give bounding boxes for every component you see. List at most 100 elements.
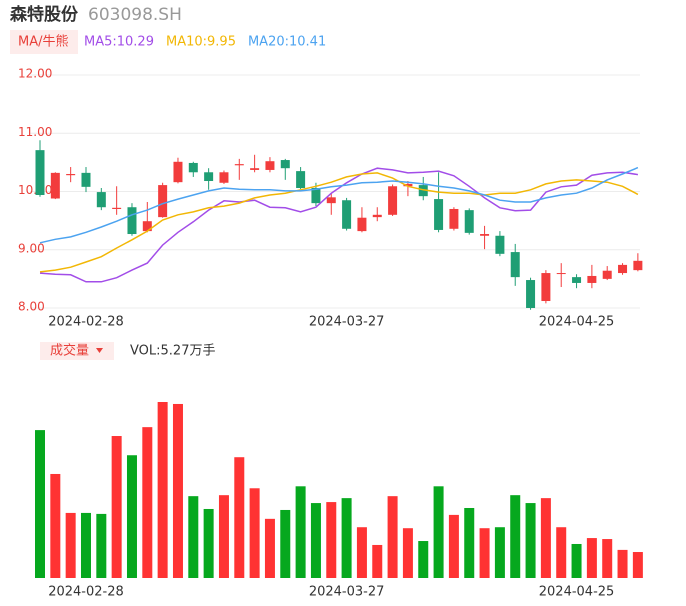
candle-body bbox=[602, 270, 612, 279]
candle-body bbox=[265, 161, 275, 170]
candle-body bbox=[66, 174, 76, 176]
volume-bar bbox=[494, 527, 505, 578]
y-tick-label: 10.00 bbox=[18, 183, 52, 197]
candle-body bbox=[495, 235, 505, 254]
ma-line bbox=[39, 166, 639, 244]
ma-tag-bg bbox=[10, 30, 78, 54]
candle-body bbox=[526, 280, 536, 308]
dropdown-arrow bbox=[96, 348, 103, 353]
volume-bar bbox=[602, 539, 613, 578]
volume-bar bbox=[142, 427, 153, 578]
volume-bar bbox=[356, 527, 367, 578]
volume-bar bbox=[234, 457, 245, 578]
candle-body bbox=[464, 210, 474, 233]
candle-body bbox=[633, 260, 643, 271]
vol-tag[interactable]: 成交量 bbox=[50, 343, 89, 359]
candle-body bbox=[35, 150, 45, 195]
x-tick-label: 2024-04-25 bbox=[539, 315, 615, 330]
volume-bar bbox=[632, 552, 643, 578]
volume-bar bbox=[464, 507, 475, 578]
legend-entry: MA20:10.41 bbox=[248, 35, 326, 50]
candle-body bbox=[112, 207, 122, 209]
candle-body bbox=[50, 172, 60, 199]
candle-body bbox=[342, 200, 352, 229]
candle-body bbox=[572, 277, 582, 283]
volume-bar bbox=[510, 495, 521, 578]
candle-body bbox=[418, 185, 428, 197]
volume-bar bbox=[280, 509, 291, 578]
volume-bar bbox=[126, 455, 137, 578]
y-tick-label: 8.00 bbox=[18, 300, 45, 314]
candle-body bbox=[219, 172, 229, 183]
volume-bar bbox=[172, 403, 183, 578]
candle-body bbox=[127, 207, 137, 235]
stock-code: 603098.SH bbox=[88, 5, 182, 25]
volume-bar bbox=[249, 488, 260, 578]
volume-bar bbox=[586, 538, 597, 578]
candle-body bbox=[204, 172, 214, 182]
candle-body bbox=[142, 221, 152, 232]
volume-bar bbox=[96, 513, 107, 578]
volume-bar bbox=[433, 486, 444, 578]
candle-body bbox=[510, 252, 520, 278]
y-tick-label: 11.00 bbox=[18, 125, 52, 139]
candle-body bbox=[587, 275, 597, 283]
candle-body bbox=[541, 273, 551, 302]
candle-body bbox=[434, 199, 444, 230]
candle-body bbox=[556, 273, 566, 275]
volume-bar bbox=[188, 496, 199, 578]
volume-bar bbox=[203, 508, 214, 578]
ma-tag[interactable]: MA/牛熊 bbox=[18, 34, 69, 50]
volume-bar bbox=[50, 473, 61, 578]
candle-body bbox=[158, 185, 168, 218]
candle-body bbox=[234, 164, 244, 166]
candle-body bbox=[449, 208, 459, 229]
candle-body bbox=[372, 214, 382, 218]
candle-body bbox=[280, 160, 290, 169]
volume-bar bbox=[556, 527, 567, 578]
volume-bar bbox=[571, 543, 582, 578]
candle-body bbox=[296, 171, 306, 189]
candle-body bbox=[403, 183, 413, 187]
volume-bar bbox=[418, 541, 429, 578]
y-tick-label: 9.00 bbox=[18, 241, 45, 255]
candle-body bbox=[188, 162, 198, 173]
candle-body bbox=[311, 188, 321, 204]
candle-body bbox=[81, 172, 91, 187]
candle-body bbox=[480, 234, 490, 236]
legend-entry: MA5:10.29 bbox=[84, 35, 154, 50]
volume-bar bbox=[218, 495, 229, 578]
candle-body bbox=[388, 186, 398, 215]
volume-bar bbox=[448, 514, 459, 578]
candle-body bbox=[326, 197, 336, 204]
legend-entry: MA10:9.95 bbox=[166, 35, 236, 50]
ma-line bbox=[39, 172, 639, 273]
stock-name: 森特股份 bbox=[10, 4, 79, 25]
candle-body bbox=[250, 168, 260, 170]
volume-bar bbox=[540, 498, 551, 578]
x-tick-label: 2024-04-25 bbox=[539, 585, 615, 600]
x-tick-label: 2024-03-27 bbox=[309, 585, 385, 600]
candle-body bbox=[173, 161, 183, 183]
volume-bar bbox=[326, 502, 337, 578]
volume-bar bbox=[617, 549, 628, 578]
legend-entry: VOL:5.27万手 bbox=[130, 344, 215, 359]
volume-bar bbox=[479, 528, 490, 578]
vol-tag-bg bbox=[40, 342, 114, 360]
candle-body bbox=[618, 264, 628, 274]
volume-bar bbox=[402, 528, 413, 578]
volume-bar bbox=[80, 512, 91, 578]
volume-bar bbox=[157, 402, 168, 578]
volume-bar bbox=[341, 498, 352, 578]
volume-bar bbox=[65, 512, 76, 578]
volume-bar bbox=[310, 503, 321, 578]
x-tick-label: 2024-03-27 bbox=[309, 315, 385, 330]
volume-bar bbox=[35, 430, 45, 578]
volume-bar bbox=[525, 503, 536, 578]
x-tick-label: 2024-02-28 bbox=[48, 315, 124, 330]
volume-bar bbox=[372, 544, 383, 578]
volume-bar bbox=[295, 486, 306, 578]
volume-bar bbox=[264, 518, 275, 578]
ma-line bbox=[39, 167, 639, 283]
